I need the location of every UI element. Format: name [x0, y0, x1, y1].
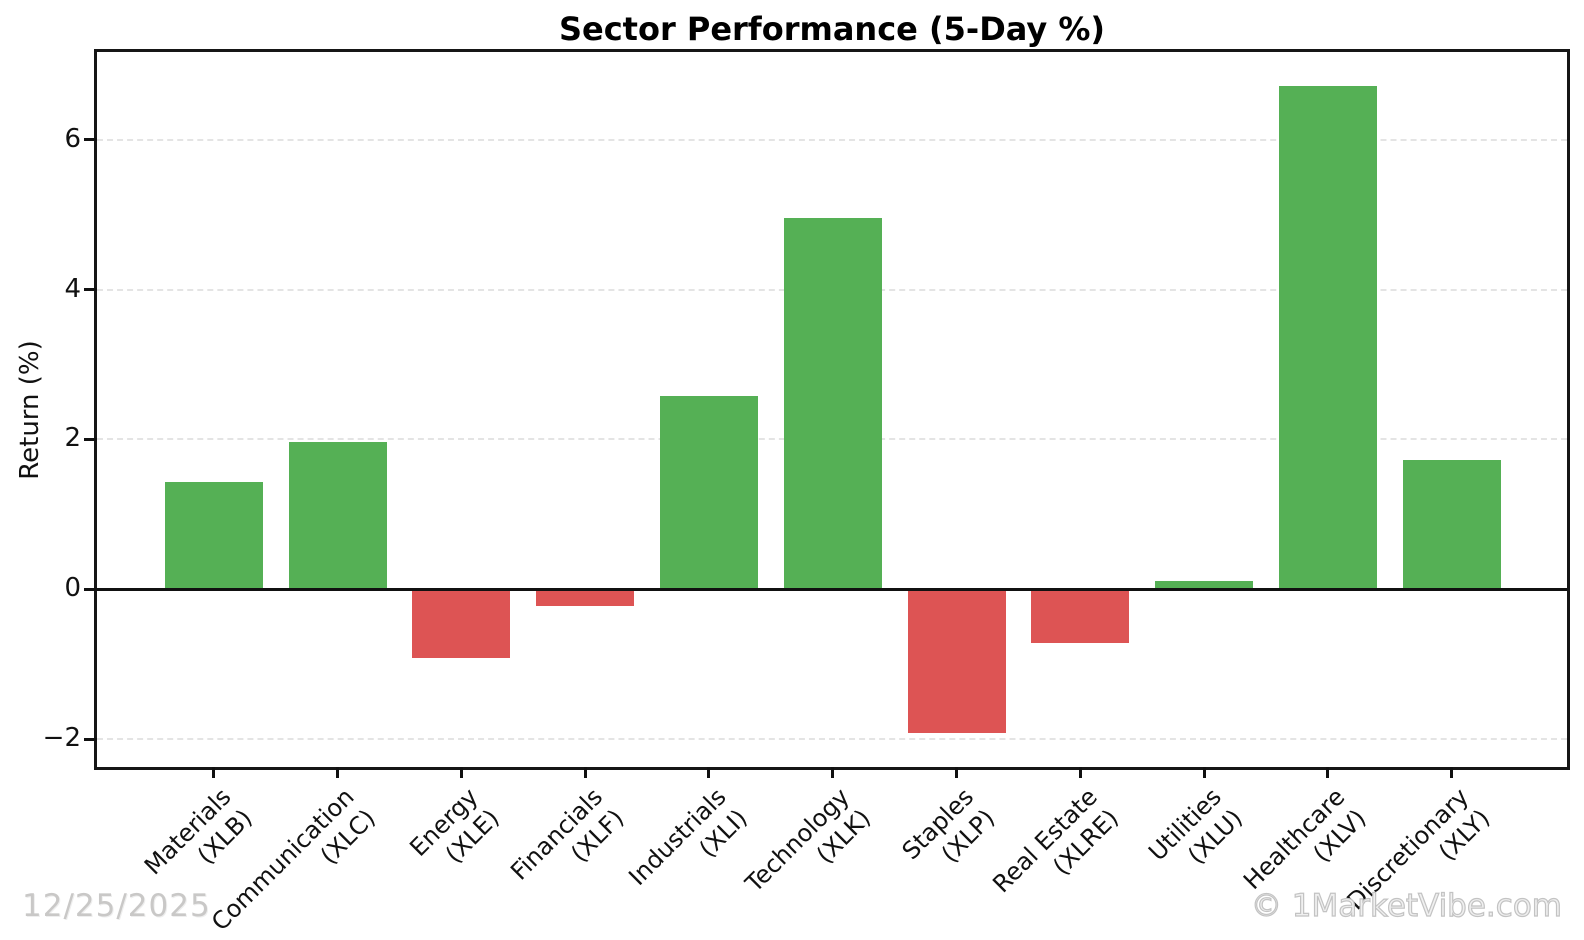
x-tick-label-xlf: Financials (XLF) [504, 782, 630, 908]
y-tick-mark [84, 587, 97, 591]
bar-xlk [783, 217, 882, 590]
gridline-y-6 [97, 138, 1567, 141]
y-tick-label: 4 [64, 273, 81, 304]
bar-xly [1402, 460, 1501, 590]
y-axis-label: Return (%) [15, 340, 45, 480]
x-tick-mark [583, 767, 587, 778]
y-tick-label: −2 [42, 723, 81, 754]
x-tick-mark [1202, 767, 1206, 778]
x-tick-mark [831, 767, 835, 778]
x-tick-mark [212, 767, 216, 778]
y-tick-label: 2 [64, 423, 81, 454]
bar-xlc [288, 442, 387, 590]
y-tick-label: 6 [64, 123, 81, 154]
y-tick-mark [84, 437, 97, 441]
bar-xlf [536, 589, 635, 606]
zero-line [97, 587, 1567, 591]
x-tick-mark [336, 767, 339, 778]
plot-area [94, 49, 1570, 770]
y-tick-mark [84, 737, 97, 741]
bar-xlu [1155, 581, 1254, 590]
chart-title: Sector Performance (5-Day %) [558, 10, 1106, 48]
bar-xlb [164, 482, 263, 590]
x-tick-label-xlu: Utilities (XLU) [1142, 782, 1248, 888]
y-tick-mark [84, 288, 97, 292]
x-tick-label-xli: Industrials (XLI) [622, 782, 753, 913]
x-tick-label-xle: Energy (XLE) [404, 782, 506, 884]
x-tick-mark [707, 767, 711, 778]
y-tick-label: 0 [64, 573, 81, 604]
date-watermark: 12/25/2025 [22, 888, 211, 924]
bar-xlv [1278, 85, 1377, 590]
x-tick-label-xlp: Staples (XLP) [896, 782, 1001, 887]
x-tick-mark [1450, 767, 1454, 778]
x-tick-label-xlre: Real Estate (XLRE) [987, 782, 1125, 920]
bar-xli [659, 396, 758, 590]
bar-xlre [1031, 589, 1130, 644]
bar-xle [412, 589, 511, 659]
gridline-y--2 [97, 738, 1567, 741]
brand-watermark: © 1MarketVibe.com [1250, 887, 1562, 924]
bar-xlp [907, 589, 1006, 734]
x-tick-mark [1078, 767, 1082, 778]
y-tick-mark [84, 138, 97, 142]
x-tick-mark [459, 767, 463, 778]
x-tick-label-xlk: Technology (XLK) [740, 782, 877, 919]
x-tick-mark [1326, 767, 1330, 778]
x-tick-mark [955, 767, 958, 778]
